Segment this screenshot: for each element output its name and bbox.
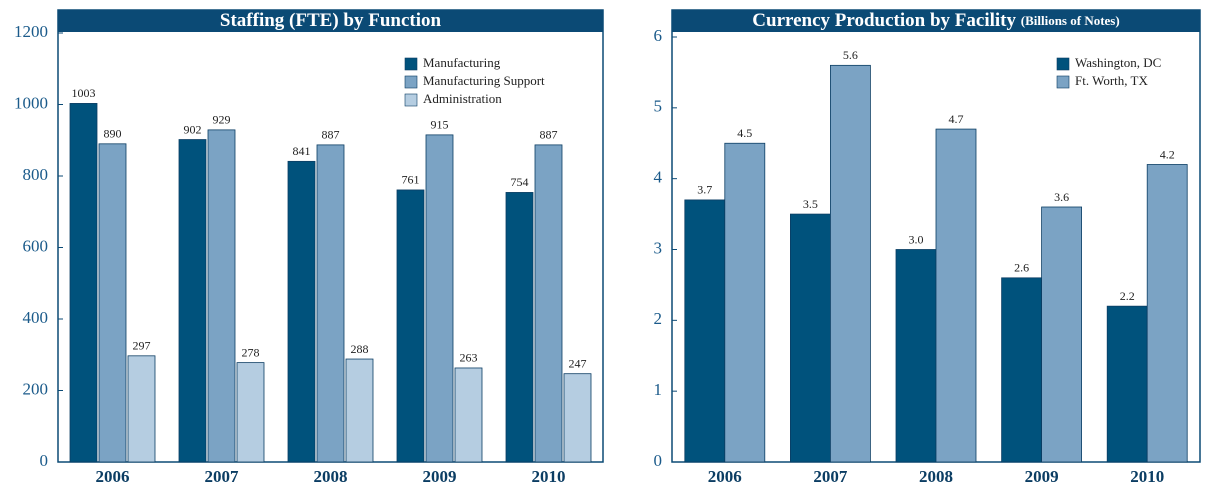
value-label: 887 — [322, 128, 340, 142]
y-tick-label: 1000 — [14, 93, 48, 112]
value-label: 841 — [293, 144, 311, 158]
value-label: 754 — [511, 175, 529, 189]
x-tick-label: 2008 — [314, 467, 348, 486]
legend-swatch — [404, 93, 418, 107]
bar — [684, 199, 726, 463]
title-banner — [672, 10, 1200, 32]
value-label: 288 — [351, 342, 369, 356]
bar — [1106, 305, 1148, 463]
x-tick-label: 2008 — [919, 467, 953, 486]
value-label: 3.0 — [909, 232, 924, 246]
value-label: 929 — [213, 113, 231, 127]
legend-swatch — [1056, 57, 1070, 71]
bar — [724, 142, 766, 463]
x-tick-label: 2007 — [813, 467, 848, 486]
x-tick-label: 2010 — [532, 467, 566, 486]
bar — [287, 160, 316, 463]
value-label: 887 — [540, 128, 558, 142]
value-label: 4.5 — [737, 126, 752, 140]
value-label: 2.6 — [1014, 261, 1029, 275]
value-label: 4.7 — [949, 112, 964, 126]
bar — [790, 213, 831, 463]
bar — [69, 103, 98, 463]
value-label: 3.6 — [1054, 190, 1069, 204]
value-label: 761 — [402, 173, 420, 187]
bar — [454, 367, 483, 463]
title-banner — [58, 10, 603, 32]
y-tick-label: 0 — [40, 451, 49, 470]
y-tick-label: 6 — [654, 26, 663, 45]
bar — [1041, 206, 1082, 463]
legend-swatch — [1056, 75, 1070, 89]
y-tick-label: 2 — [654, 309, 663, 328]
bar — [316, 144, 345, 463]
y-tick-label: 5 — [654, 97, 663, 116]
value-label: 3.7 — [697, 183, 712, 197]
legend-label: Manufacturing — [423, 55, 501, 70]
bar — [935, 128, 977, 463]
value-label: 1003 — [72, 86, 96, 100]
legend-label: Washington, DC — [1075, 55, 1161, 70]
value-label: 3.5 — [803, 197, 818, 211]
bar — [345, 358, 374, 463]
value-label: 2.2 — [1120, 289, 1135, 303]
bar — [207, 129, 236, 463]
value-label: 890 — [104, 127, 122, 141]
y-tick-label: 3 — [654, 238, 663, 257]
legend-swatch — [404, 75, 418, 89]
y-tick-label: 1 — [654, 380, 663, 399]
legend-label: Manufacturing Support — [423, 73, 545, 88]
value-label: 278 — [242, 345, 260, 359]
chart-title-main: Staffing (FTE) by Function — [220, 10, 442, 31]
value-label: 297 — [133, 339, 151, 353]
y-tick-label: 600 — [23, 236, 49, 255]
y-tick-label: 400 — [23, 308, 49, 327]
y-tick-label: 1200 — [14, 22, 48, 41]
value-label: 247 — [569, 356, 587, 370]
x-tick-label: 2010 — [1130, 467, 1164, 486]
bar — [1146, 164, 1188, 463]
chart-subtitle: (Billions of Notes) — [1021, 13, 1120, 28]
y-tick-label: 4 — [654, 168, 663, 187]
bar — [830, 64, 871, 463]
legend-label: Administration — [423, 91, 502, 106]
y-tick-label: 800 — [23, 165, 49, 184]
x-tick-label: 2006 — [96, 467, 130, 486]
bar — [895, 249, 937, 463]
x-tick-label: 2009 — [1025, 467, 1059, 486]
bar — [534, 144, 563, 463]
x-tick-label: 2006 — [708, 467, 742, 486]
bar — [127, 355, 156, 463]
legend-label: Ft. Worth, TX — [1075, 73, 1148, 88]
value-label: 902 — [184, 122, 202, 136]
bar — [425, 134, 454, 463]
value-label: 915 — [431, 118, 449, 132]
bar — [98, 143, 127, 463]
bar — [178, 139, 207, 463]
bar — [563, 373, 592, 463]
legend-swatch — [404, 57, 418, 71]
value-label: 263 — [460, 351, 478, 365]
chart-title: Staffing (FTE) by Function — [220, 10, 442, 31]
value-label: 4.2 — [1160, 147, 1175, 161]
y-tick-label: 200 — [23, 379, 49, 398]
bar — [236, 362, 265, 463]
y-tick-label: 0 — [654, 451, 663, 470]
value-label: 5.6 — [843, 48, 858, 62]
x-tick-label: 2009 — [423, 467, 457, 486]
bar — [1001, 277, 1042, 463]
chart-title: Currency Production by Facility (Billion… — [752, 10, 1119, 31]
bar — [396, 189, 425, 463]
chart-title-main: Currency Production by Facility — [752, 10, 1016, 31]
bar — [505, 192, 534, 463]
x-tick-label: 2007 — [205, 467, 240, 486]
